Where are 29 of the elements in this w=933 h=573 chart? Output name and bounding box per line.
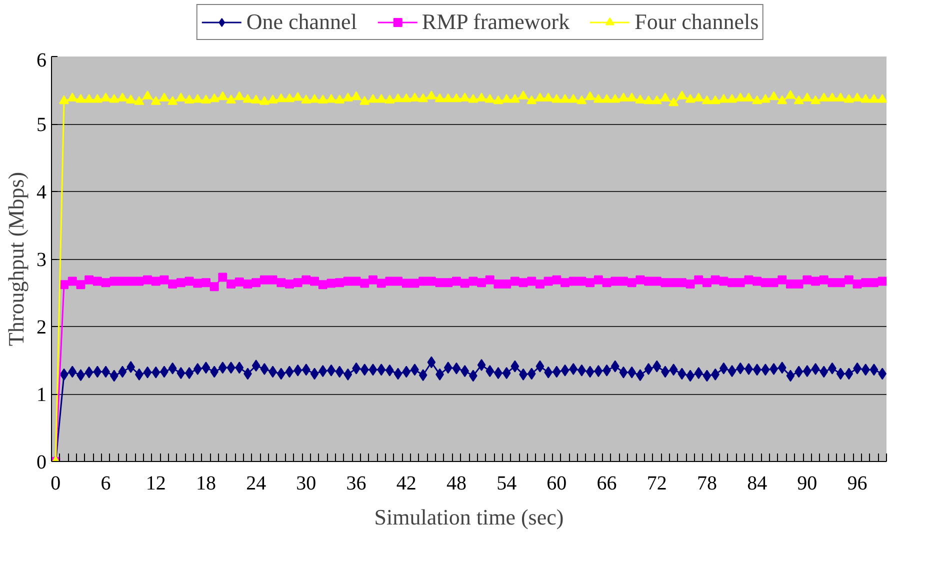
y-tick-label: 5	[36, 114, 46, 136]
y-axis-title: Throughput (Mbps)	[4, 172, 28, 346]
y-tick-label: 2	[36, 316, 46, 338]
legend-label: One channel	[246, 9, 357, 35]
x-tick-label: 24	[246, 472, 266, 494]
x-tick-label: 48	[446, 472, 466, 494]
x-tick-label: 6	[100, 472, 111, 494]
x-tick-label: 30	[296, 472, 316, 494]
x-tick-label: 42	[396, 472, 416, 494]
x-tick-label: 66	[596, 472, 617, 494]
y-tick-label: 3	[36, 249, 46, 271]
x-tick-label: 96	[847, 472, 868, 494]
x-tick-label: 84	[747, 472, 768, 494]
x-tick-label: 12	[146, 472, 166, 494]
x-tick-label: 78	[696, 472, 717, 494]
y-tick-label: 4	[36, 182, 46, 204]
x-tick-label: 0	[50, 472, 61, 494]
y-tick-label: 0	[36, 452, 46, 474]
x-tick-label: 36	[346, 472, 366, 494]
y-tick-label: 1	[36, 384, 46, 406]
x-tick-label: 54	[496, 472, 517, 494]
x-tick-label: 60	[546, 472, 567, 494]
x-axis-title: Simulation time (sec)	[374, 504, 564, 530]
legend-label: Four channels	[634, 9, 759, 35]
x-tick-label: 90	[797, 472, 818, 494]
y-tick-label: 6	[36, 50, 46, 72]
x-tick-label: 72	[646, 472, 667, 494]
legend-label: RMP framework	[422, 9, 570, 35]
x-tick-label: 18	[196, 472, 216, 494]
